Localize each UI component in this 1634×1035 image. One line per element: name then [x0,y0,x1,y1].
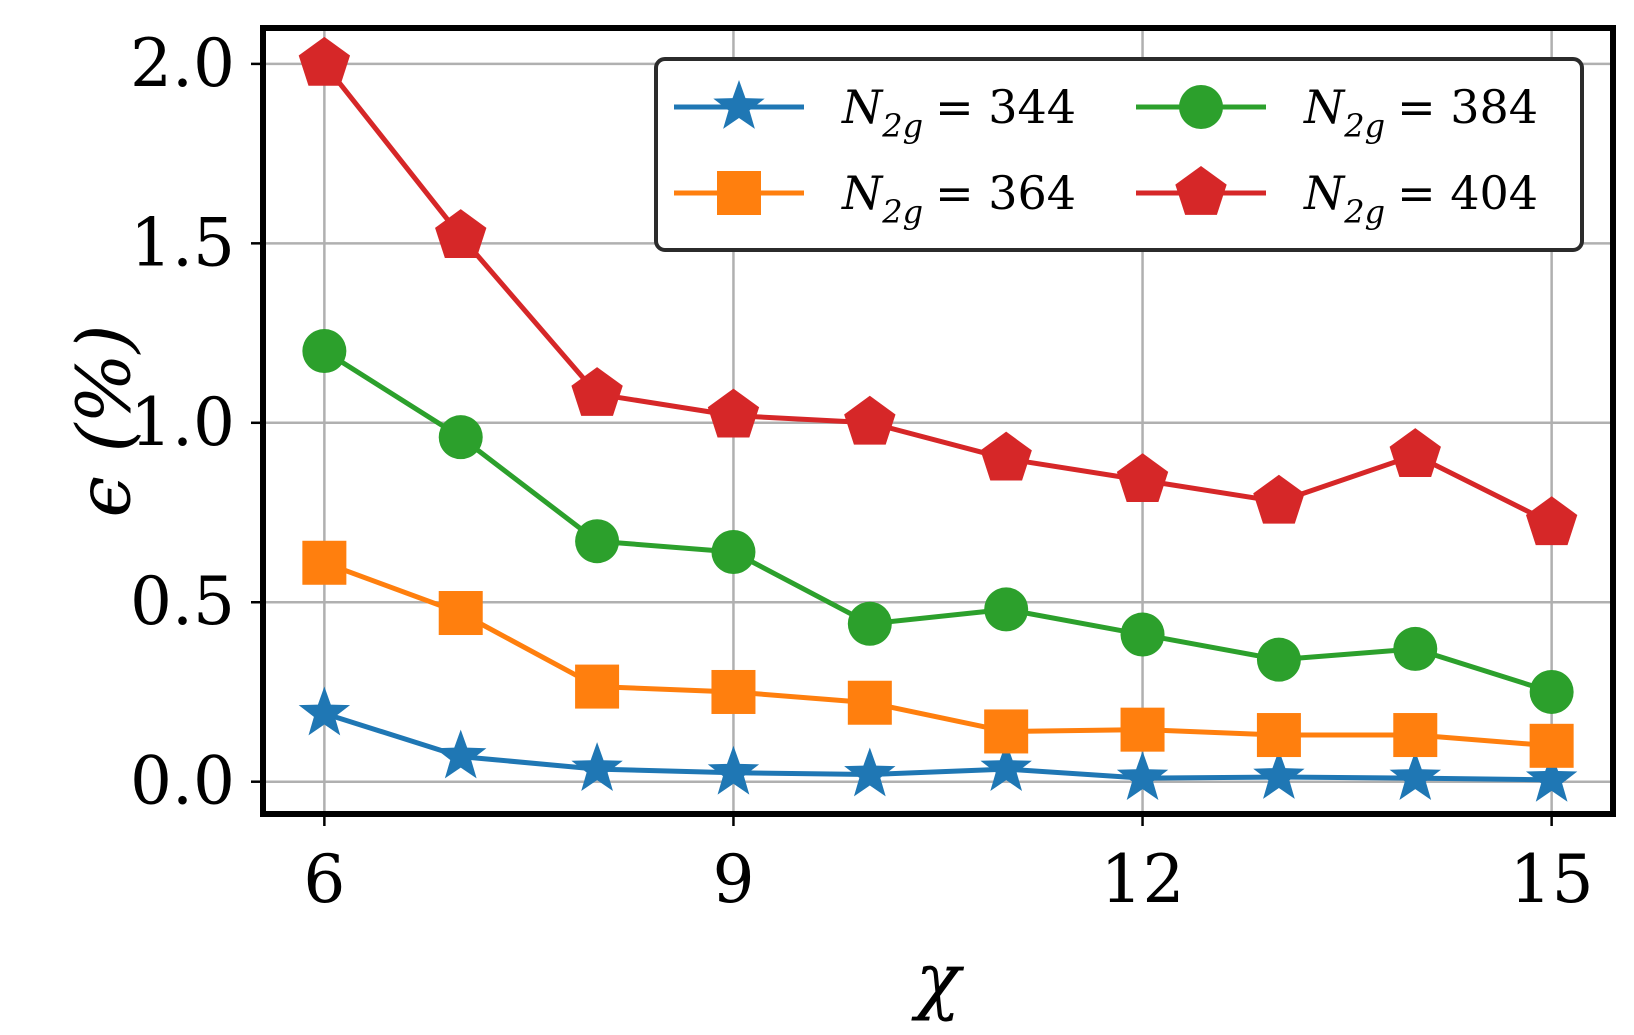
data-point [1116,453,1169,503]
data-point [438,591,483,636]
data-point [1393,626,1438,671]
data-point [844,395,896,445]
data-point [1393,713,1438,758]
data-point [707,388,760,438]
y-tick-label: 2.0 [130,25,235,102]
series-384 [302,329,1574,714]
series-line [323,711,1552,783]
data-point [1120,612,1165,657]
legend-item: N2g = 364 [674,166,1076,231]
x-tick-label: 6 [303,841,345,918]
data-point [980,431,1032,481]
legend-box [654,57,1584,252]
data-point [1529,723,1574,768]
legend-label: N2g = 344 [841,80,1076,145]
data-point [711,669,756,714]
series-364 [302,540,1574,768]
data-point [302,329,347,374]
data-point [1529,669,1574,714]
data-point [302,540,347,585]
data-point [435,729,487,779]
data-point [1116,751,1169,800]
y-tick-label: 1.5 [130,204,235,281]
data-point [1253,750,1305,799]
series-404 [298,36,1578,546]
square-marker-icon [717,171,761,215]
x-tick-label: 15 [1510,841,1594,918]
circle-marker-icon [1179,85,1223,129]
data-point [707,745,760,795]
y-tick-label: 0.0 [130,743,235,820]
data-point [1120,707,1165,752]
data-point [438,415,483,460]
legend-item: N2g = 344 [674,80,1076,145]
data-point [847,601,892,646]
y-tick-label: 0.5 [130,563,235,640]
series-line [323,560,1552,749]
data-point [298,36,351,86]
series-line [322,62,1553,526]
data-point [1256,713,1301,758]
pentagon-marker-icon [1175,166,1227,215]
series-344 [298,686,1578,802]
x-tick-label: 9 [712,841,754,918]
legend: N2g = 344 N2g = 364 N2g = 384 N2g = 404 [654,57,1584,252]
data-point [1525,496,1578,546]
star-marker-icon [713,80,765,129]
y-axis-ticks: 0.0 0.5 1.0 1.5 2.0 [130,25,263,820]
series-line [323,348,1553,695]
data-point [844,747,896,797]
data-point [980,742,1032,791]
data-point [571,367,623,416]
data-point [1256,637,1301,682]
data-point [984,587,1029,632]
series-layer [298,36,1578,802]
legend-label: N2g = 364 [841,166,1076,231]
data-point [1525,752,1578,802]
data-point [575,519,620,564]
data-point [1389,428,1441,477]
x-axis-ticks: 6 9 12 15 [303,814,1594,918]
data-point [984,709,1029,754]
legend-label: N2g = 384 [1303,80,1538,145]
y-axis-label: ϵ (%) [61,324,147,517]
legend-label: N2g = 404 [1303,166,1538,231]
data-point [435,209,487,259]
legend-item: N2g = 384 [1136,80,1538,145]
data-point [575,664,620,709]
y-tick-label: 1.0 [130,384,235,461]
data-point [1253,474,1305,524]
data-point [571,742,623,791]
plot-frame [260,25,1616,817]
x-tick-label: 12 [1101,841,1185,918]
data-point [1389,751,1441,800]
data-point [847,680,892,725]
data-point [298,686,351,736]
data-point [711,530,756,574]
legend-item: N2g = 404 [1136,166,1538,231]
x-axis-label: χ [911,937,965,1023]
